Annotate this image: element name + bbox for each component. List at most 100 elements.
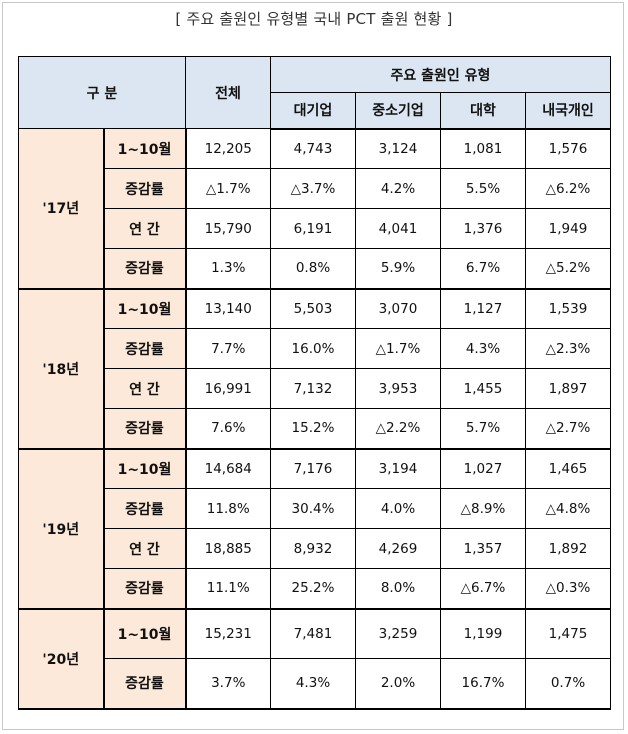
table-row: 연 간 16,991 7,132 3,953 1,455 1,897 (19, 368, 611, 409)
cell-university: 1,376 (440, 208, 526, 249)
cell-large-company: 0.8% (270, 248, 356, 290)
header-type-large-company: 대기업 (270, 92, 356, 130)
cell-sme: 2.0% (355, 658, 441, 710)
cell-individual: 1,539 (525, 288, 611, 329)
cell-university: 6.7% (440, 248, 526, 290)
header-category: 구 분 (18, 56, 186, 129)
cell-university: △8.9% (440, 488, 526, 529)
cell-university: 1,357 (440, 528, 526, 569)
table-row: '17년 1~10월 12,205 4,743 3,124 1,081 1,576 (18, 128, 611, 290)
cell-large-company: 30.4% (270, 488, 356, 529)
cell-sme: 4.0% (355, 488, 441, 529)
cell-sme: 8.0% (355, 568, 441, 610)
cell-sme: 3,953 (355, 368, 441, 409)
cell-university: 1,127 (440, 288, 526, 329)
cell-sme: 4,269 (355, 528, 441, 569)
cell-total: 16,991 (185, 368, 271, 409)
cell-sme: 3,124 (355, 128, 441, 169)
cell-large-company: 5,503 (270, 288, 356, 329)
row-label: 증감률 (103, 408, 187, 450)
cell-large-company: 15.2% (270, 408, 356, 450)
row-label: 증감률 (103, 168, 187, 209)
cell-individual: 1,465 (525, 448, 611, 489)
cell-large-company: 4.3% (270, 658, 356, 710)
cell-individual: △4.8% (525, 488, 611, 529)
cell-total: 7.6% (185, 408, 271, 450)
cell-individual: 1,949 (525, 208, 611, 249)
year-label: '17년 (18, 128, 105, 290)
pct-filing-table: 구 분 전체 주요 출원인 유형 대기업 중소기업 대학 내국개인 '17년 1~… (18, 56, 611, 710)
table-row: 증감률 11.1% 25.2% 8.0% △6.7% △0.3% (19, 568, 611, 610)
cell-large-company: 8,932 (270, 528, 356, 569)
table-row: '20년 1~10월 15,231 7,481 3,259 1,199 1,475 (18, 608, 611, 710)
row-label: 1~10월 (103, 608, 187, 659)
cell-total: 12,205 (185, 128, 271, 169)
cell-total: 11.8% (185, 488, 271, 529)
cell-sme: △2.2% (355, 408, 441, 450)
cell-large-company: 6,191 (270, 208, 356, 249)
table-row: 증감률 7.7% 16.0% △1.7% 4.3% △2.3% (19, 328, 611, 369)
row-label: 증감률 (103, 488, 187, 529)
cell-large-company: 7,481 (270, 608, 356, 659)
row-label: 1~10월 (103, 448, 187, 489)
cell-individual: 1,892 (525, 528, 611, 569)
cell-total: 3.7% (185, 658, 271, 710)
cell-large-company: 16.0% (270, 328, 356, 369)
cell-university: 1,455 (440, 368, 526, 409)
cell-university: 1,199 (440, 608, 526, 659)
cell-university: 1,027 (440, 448, 526, 489)
table-row: 연 간 15,790 6,191 4,041 1,376 1,949 (19, 208, 611, 249)
header-type-sme: 중소기업 (355, 92, 441, 130)
row-label: 연 간 (103, 528, 187, 569)
row-label: 1~10월 (103, 128, 187, 169)
table-row: 증감률 △1.7% △3.7% 4.2% 5.5% △6.2% (19, 168, 611, 209)
cell-university: 4.3% (440, 328, 526, 369)
cell-sme: △1.7% (355, 328, 441, 369)
table-body: '17년 1~10월 12,205 4,743 3,124 1,081 1,576 증감률 △1… (18, 128, 611, 710)
header-type-university: 대학 (440, 92, 526, 130)
header-type-individual: 내국개인 (525, 92, 611, 130)
cell-total: 14,684 (185, 448, 271, 489)
cell-sme: 3,194 (355, 448, 441, 489)
cell-individual: 0.7% (525, 658, 611, 710)
cell-university: 5.7% (440, 408, 526, 450)
cell-large-company: 25.2% (270, 568, 356, 610)
cell-total: 15,231 (185, 608, 271, 659)
header-group: 주요 출원인 유형 (270, 56, 611, 93)
row-label: 증감률 (103, 568, 187, 610)
table-row: 연 간 18,885 8,932 4,269 1,357 1,892 (19, 528, 611, 569)
table-row: '19년 1~10월 14,684 7,176 3,194 1,027 1,465 (18, 448, 611, 610)
cell-sme: 3,070 (355, 288, 441, 329)
cell-total: 15,790 (185, 208, 271, 249)
cell-total: 1.3% (185, 248, 271, 290)
cell-university: △6.7% (440, 568, 526, 610)
table-row: '18년 1~10월 13,140 5,503 3,070 1,127 1,539 (18, 288, 611, 450)
row-label: 연 간 (103, 208, 187, 249)
year-label: '20년 (18, 608, 105, 710)
cell-individual: △2.3% (525, 328, 611, 369)
cell-sme: 3,259 (355, 608, 441, 659)
cell-large-company: 7,132 (270, 368, 356, 409)
cell-total: 7.7% (185, 328, 271, 369)
cell-individual: 1,576 (525, 128, 611, 169)
cell-large-company: 7,176 (270, 448, 356, 489)
cell-large-company: 4,743 (270, 128, 356, 169)
row-label: 증감률 (103, 328, 187, 369)
cell-large-company: △3.7% (270, 168, 356, 209)
cell-sme: 4.2% (355, 168, 441, 209)
cell-total: 11.1% (185, 568, 271, 610)
year-label: '19년 (18, 448, 105, 610)
year-label: '18년 (18, 288, 105, 450)
cell-individual: 1,475 (525, 608, 611, 659)
cell-individual: △2.7% (525, 408, 611, 450)
table-row: 증감률 7.6% 15.2% △2.2% 5.7% △2.7% (19, 408, 611, 450)
cell-individual: △0.3% (525, 568, 611, 610)
table-row: 증감률 11.8% 30.4% 4.0% △8.9% △4.8% (19, 488, 611, 529)
table-row: 증감률 1.3% 0.8% 5.9% 6.7% △5.2% (19, 248, 611, 290)
cell-university: 16.7% (440, 658, 526, 710)
row-label: 1~10월 (103, 288, 187, 329)
cell-sme: 5.9% (355, 248, 441, 290)
cell-total: 13,140 (185, 288, 271, 329)
cell-total: 18,885 (185, 528, 271, 569)
